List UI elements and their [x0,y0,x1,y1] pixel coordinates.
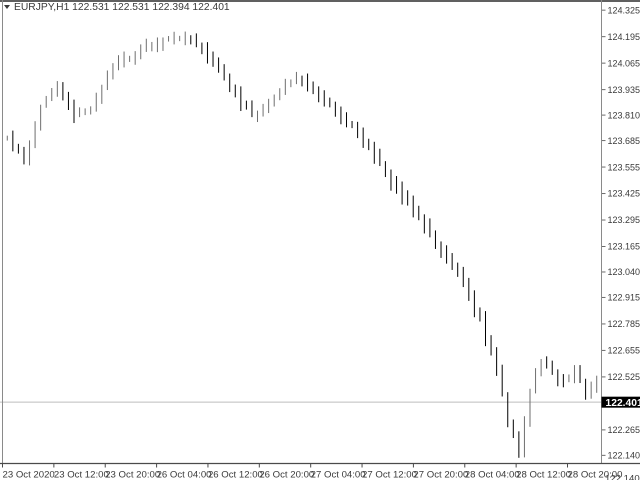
svg-text:27 Oct 12:00: 27 Oct 12:00 [362,470,417,480]
svg-text:124.325: 124.325 [608,5,640,15]
svg-text:123.165: 123.165 [608,242,640,252]
svg-text:23 Oct 2020: 23 Oct 2020 [3,470,55,480]
svg-text:123.935: 123.935 [608,85,640,95]
svg-text:122.140: 122.140 [605,474,640,480]
svg-text:124.065: 124.065 [608,58,640,68]
svg-text:26 Oct 12:00: 26 Oct 12:00 [208,470,263,480]
svg-text:123.685: 123.685 [608,136,640,146]
svg-text:123.040: 123.040 [608,267,640,277]
svg-text:EURJPY,H1 122.531 122.531 122: EURJPY,H1 122.531 122.531 122.394 122.40… [14,2,230,13]
svg-text:122.265: 122.265 [608,425,640,435]
svg-text:123.555: 123.555 [608,162,640,172]
svg-text:23 Oct 20:00: 23 Oct 20:00 [105,470,160,480]
svg-text:28 Oct 12:00: 28 Oct 12:00 [516,470,571,480]
svg-text:122.785: 122.785 [608,319,640,329]
svg-text:28 Oct 04:00: 28 Oct 04:00 [465,470,520,480]
svg-text:26 Oct 20:00: 26 Oct 20:00 [259,470,314,480]
svg-text:122.655: 122.655 [608,346,640,356]
svg-text:122.525: 122.525 [608,372,640,382]
svg-text:124.195: 124.195 [608,32,640,42]
svg-text:23 Oct 12:00: 23 Oct 12:00 [54,470,109,480]
svg-text:26 Oct 04:00: 26 Oct 04:00 [157,470,212,480]
svg-text:123.425: 123.425 [608,189,640,199]
svg-text:122.915: 122.915 [608,293,640,303]
svg-text:123.810: 123.810 [608,110,640,120]
svg-text:27 Oct 04:00: 27 Oct 04:00 [311,470,366,480]
svg-text:122.401: 122.401 [606,398,640,409]
svg-text:123.295: 123.295 [608,215,640,225]
svg-text:27 Oct 20:00: 27 Oct 20:00 [413,470,468,480]
svg-text:122.140: 122.140 [608,451,640,461]
